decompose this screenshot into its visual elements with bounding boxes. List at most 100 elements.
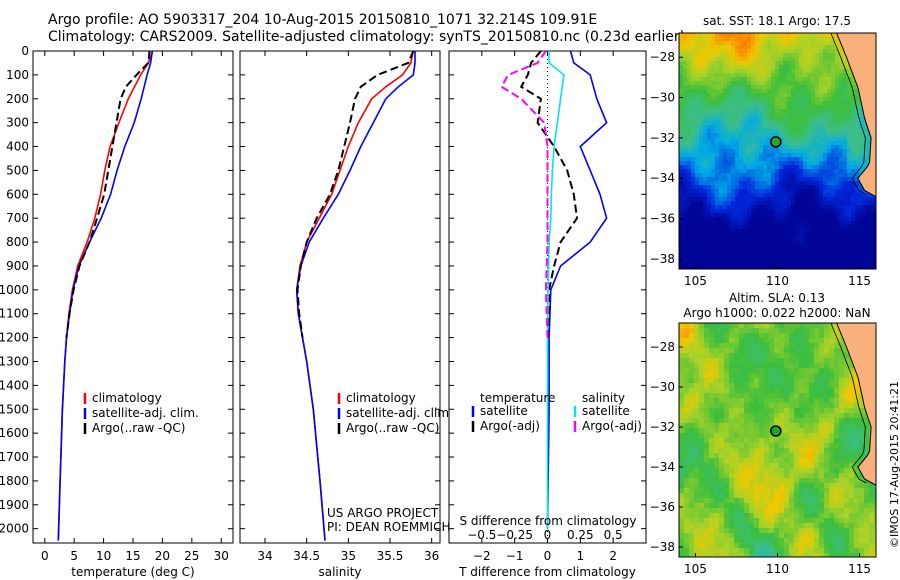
map-cell xyxy=(719,49,724,54)
map-cell xyxy=(759,197,764,202)
map-cell xyxy=(739,488,745,494)
map-cell xyxy=(711,53,716,58)
map-cell xyxy=(729,513,735,519)
map-cell xyxy=(795,193,800,198)
map-cell xyxy=(795,209,800,214)
map-cell xyxy=(747,169,752,174)
map-cell xyxy=(734,423,740,429)
map-cell xyxy=(759,65,764,70)
map-cell xyxy=(684,498,690,504)
map-cell xyxy=(791,177,796,182)
map-cell xyxy=(711,261,716,266)
map-cell xyxy=(859,161,864,166)
map-cell xyxy=(775,37,780,42)
map-cell xyxy=(794,358,800,364)
map-cell xyxy=(855,161,860,166)
map-cell xyxy=(719,408,725,414)
map-cell xyxy=(724,408,730,414)
map-cell xyxy=(783,185,788,190)
map-cell xyxy=(863,241,868,246)
map-cell xyxy=(711,173,716,178)
map-cell xyxy=(803,229,808,234)
map-cell xyxy=(807,213,812,218)
map-cell xyxy=(731,77,736,82)
map-cell xyxy=(799,257,804,262)
map-cell xyxy=(779,463,785,469)
map-cell xyxy=(843,57,848,62)
map-cell xyxy=(723,89,728,94)
map-cell xyxy=(855,253,860,258)
map-cell xyxy=(831,225,836,230)
map-cell xyxy=(714,338,720,344)
map-cell xyxy=(747,61,752,66)
map-cell xyxy=(703,181,708,186)
map-cell xyxy=(771,33,776,38)
map-cell xyxy=(711,101,716,106)
map-cell xyxy=(791,129,796,134)
map-cell xyxy=(787,37,792,42)
map-cell xyxy=(743,61,748,66)
map-cell xyxy=(827,261,832,266)
map-cell xyxy=(819,448,825,454)
map-cell xyxy=(755,253,760,258)
map-cell xyxy=(789,468,795,474)
map-cell xyxy=(847,129,852,134)
map-cell xyxy=(804,508,810,514)
map-cell xyxy=(855,181,860,186)
map-cell xyxy=(859,265,864,269)
map-cell xyxy=(849,398,855,404)
map-cell xyxy=(823,141,828,146)
map-cell xyxy=(839,403,845,409)
map-cell xyxy=(795,137,800,142)
map-cell xyxy=(867,253,872,258)
map-cell xyxy=(759,73,764,78)
map-cell xyxy=(707,229,712,234)
map-cell xyxy=(747,225,752,230)
map-cell xyxy=(769,338,775,344)
map-cell xyxy=(784,368,790,374)
map-cell xyxy=(715,181,720,186)
map-cell xyxy=(783,89,788,94)
map-cell xyxy=(687,165,692,170)
map-cell xyxy=(691,97,696,102)
map-cell xyxy=(764,463,770,469)
y-tick-label: 400 xyxy=(6,140,29,154)
map-cell xyxy=(864,413,870,419)
map-cell xyxy=(787,137,792,142)
map-cell xyxy=(679,165,684,170)
map-cell xyxy=(714,393,720,399)
map-cell xyxy=(779,323,785,329)
map-cell xyxy=(684,323,690,329)
map-cell xyxy=(707,221,712,226)
map-cell xyxy=(707,149,712,154)
map-cell xyxy=(694,438,700,444)
map-cell xyxy=(799,97,804,102)
map-cell xyxy=(739,393,745,399)
map-cell xyxy=(751,141,756,146)
map-cell xyxy=(864,438,870,444)
map-cell xyxy=(687,113,692,118)
map-cell xyxy=(711,201,716,206)
map-cell xyxy=(779,105,784,110)
map-cell xyxy=(809,348,815,354)
map-cell xyxy=(791,185,796,190)
map-cell xyxy=(839,388,845,394)
map-cell xyxy=(811,257,816,262)
map-cell xyxy=(859,488,865,494)
map-cell xyxy=(803,169,808,174)
map-cell xyxy=(791,37,796,42)
map-cell xyxy=(739,73,744,78)
map-cell xyxy=(859,109,864,114)
map-cell xyxy=(834,538,840,544)
map-cell xyxy=(787,125,792,130)
map-cell xyxy=(834,373,840,379)
map-cell xyxy=(847,249,852,254)
map-cell xyxy=(775,209,780,214)
map-cell xyxy=(791,173,796,178)
map-cell xyxy=(764,468,770,474)
map-cell xyxy=(727,189,732,194)
map-cell xyxy=(829,328,835,334)
map-cell xyxy=(719,378,725,384)
map-cell xyxy=(815,173,820,178)
map-cell xyxy=(814,508,820,514)
